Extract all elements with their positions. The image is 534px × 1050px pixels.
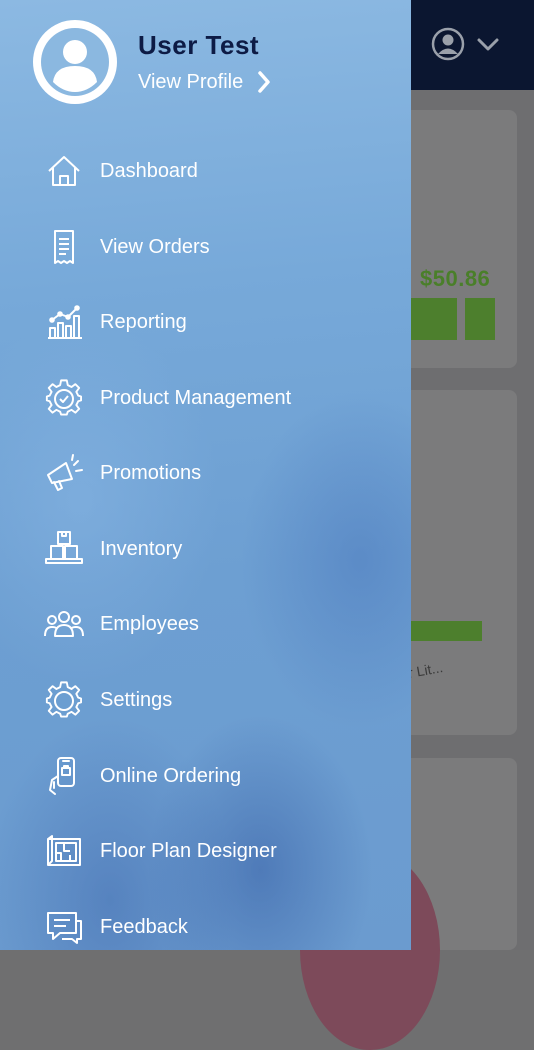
people-icon: [40, 600, 88, 648]
user-avatar-icon: [41, 28, 109, 96]
menu-item-label: Employees: [100, 612, 199, 635]
boxes-icon: [40, 525, 88, 573]
item-bar: [408, 621, 482, 641]
menu-item-label: Floor Plan Designer: [100, 839, 277, 862]
chat-icon: [40, 903, 88, 950]
sales-bar: [408, 298, 457, 340]
view-profile-link[interactable]: View Profile: [138, 70, 271, 94]
menu-item-view-orders[interactable]: View Orders: [40, 219, 400, 275]
menu-item-promotions[interactable]: Promotions: [40, 445, 400, 501]
avatar[interactable]: [33, 20, 117, 104]
chevron-down-icon[interactable]: [476, 33, 500, 57]
menu-item-floor-plan-designer[interactable]: Floor Plan Designer: [40, 823, 400, 879]
sales-bar: [465, 298, 495, 340]
menu-item-label: Dashboard: [100, 159, 198, 182]
menu-item-label: Reporting: [100, 310, 187, 333]
menu-item-label: Inventory: [100, 537, 183, 560]
menu-item-label: Promotions: [100, 461, 202, 484]
menu-item-feedback[interactable]: Feedback: [40, 899, 400, 950]
menu-item-inventory[interactable]: Inventory: [40, 521, 400, 577]
menu-item-settings[interactable]: Settings: [40, 672, 400, 728]
menu-item-product-management[interactable]: Product Management: [40, 370, 400, 426]
user-name: User Test: [138, 30, 260, 60]
menu-item-label: View Orders: [100, 235, 210, 258]
menu-item-label: Online Ordering: [100, 764, 242, 787]
menu-item-employees[interactable]: Employees: [40, 596, 400, 652]
bar-chart-icon: [40, 298, 88, 346]
items-card: [392, 390, 517, 735]
phone-order-icon: [40, 752, 88, 800]
receipt-icon: [40, 223, 88, 271]
gear-icon: [40, 676, 88, 724]
megaphone-icon: [40, 449, 88, 497]
menu-item-label: Product Management: [100, 386, 292, 409]
floor-plan-icon: [40, 827, 88, 875]
sales-amount: $50.86: [420, 266, 491, 291]
gear-check-icon: [40, 374, 88, 422]
menu-item-label: Feedback: [100, 915, 188, 938]
account-circle-icon[interactable]: [430, 26, 466, 62]
navigation-drawer: User Test View Profile Dashboard View Or…: [0, 0, 411, 950]
menu-item-dashboard[interactable]: Dashboard: [40, 143, 400, 199]
home-icon: [40, 147, 88, 195]
menu-item-reporting[interactable]: Reporting: [40, 294, 400, 350]
view-profile-label: View Profile: [138, 70, 244, 93]
menu-item-online-ordering[interactable]: Online Ordering: [40, 748, 400, 804]
chevron-right-icon: [258, 71, 270, 93]
menu-item-label: Settings: [100, 688, 173, 711]
